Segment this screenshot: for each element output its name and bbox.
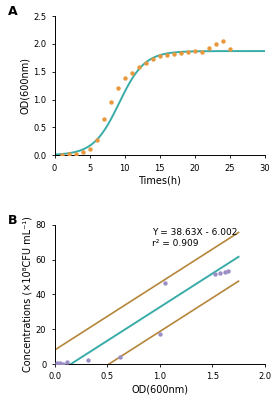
Point [200, 49, 204, 55]
Point [158, 53, 162, 59]
Point [213, 270, 218, 277]
Point [171, 51, 176, 57]
Point [86, 356, 90, 363]
Text: A: A [8, 5, 18, 18]
Point [108, 99, 113, 106]
Point [144, 60, 148, 66]
Y-axis label: Concentrations (×10⁸CFU mL⁻¹): Concentrations (×10⁸CFU mL⁻¹) [23, 216, 33, 372]
Point [65, 359, 69, 365]
Point [158, 331, 162, 338]
Point [118, 354, 122, 360]
Point [58, 360, 62, 366]
Point [66, 151, 71, 157]
Point [123, 75, 127, 82]
Point [94, 136, 99, 143]
Point [226, 268, 230, 274]
Point [165, 52, 169, 58]
Point [150, 56, 155, 63]
Point [223, 268, 227, 275]
Point [102, 116, 106, 122]
Text: B: B [8, 214, 18, 227]
Point [61, 360, 65, 367]
X-axis label: Times(h): Times(h) [138, 175, 181, 185]
Point [217, 270, 222, 276]
X-axis label: OD(600nm): OD(600nm) [131, 384, 188, 394]
Point [221, 38, 225, 44]
Point [81, 149, 85, 156]
Point [192, 47, 197, 54]
Point [163, 280, 167, 286]
Point [60, 152, 64, 158]
Point [186, 49, 190, 55]
Point [87, 145, 92, 152]
Point [136, 64, 141, 70]
Text: Y = 38.63X - 6.002
r² = 0.909: Y = 38.63X - 6.002 r² = 0.909 [152, 228, 238, 248]
Point [179, 50, 183, 56]
Point [213, 41, 218, 47]
Point [115, 85, 120, 92]
Point [55, 360, 59, 367]
Point [228, 46, 232, 53]
Point [129, 70, 134, 76]
Point [207, 45, 211, 52]
Point [73, 151, 78, 157]
Y-axis label: OD(600nm): OD(600nm) [20, 57, 30, 114]
